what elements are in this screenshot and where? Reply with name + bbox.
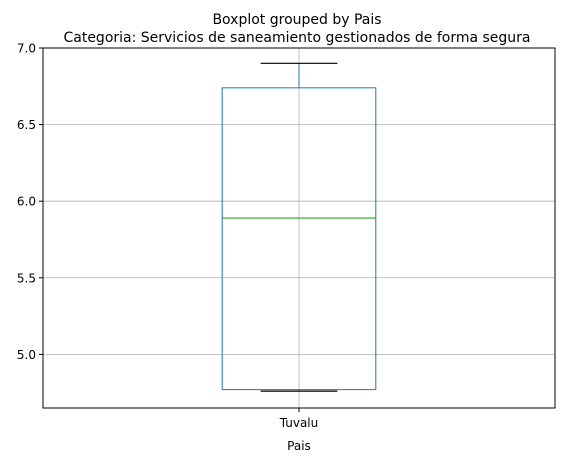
x-axis-label: Pais — [287, 439, 311, 453]
grid-lines — [43, 47, 555, 408]
y-tick-label: 5.5 — [17, 271, 36, 285]
chart-suptitle: Boxplot grouped by Pais — [212, 12, 381, 28]
y-tick-label: 6.0 — [17, 195, 36, 209]
x-tick-label: Tuvalu — [279, 416, 319, 430]
y-axis-ticks: 5.0 5.5 6.0 6.5 7.0 — [17, 42, 43, 362]
y-tick-label: 5.0 — [17, 348, 36, 362]
y-tick-label: 7.0 — [17, 42, 36, 56]
box-layer — [221, 62, 377, 392]
x-axis-ticks: Tuvalu — [279, 408, 319, 430]
y-tick-label: 6.5 — [17, 118, 36, 132]
box-iqr — [221, 87, 377, 391]
chart-title: Categoria: Servicios de saneamiento gest… — [63, 30, 530, 46]
